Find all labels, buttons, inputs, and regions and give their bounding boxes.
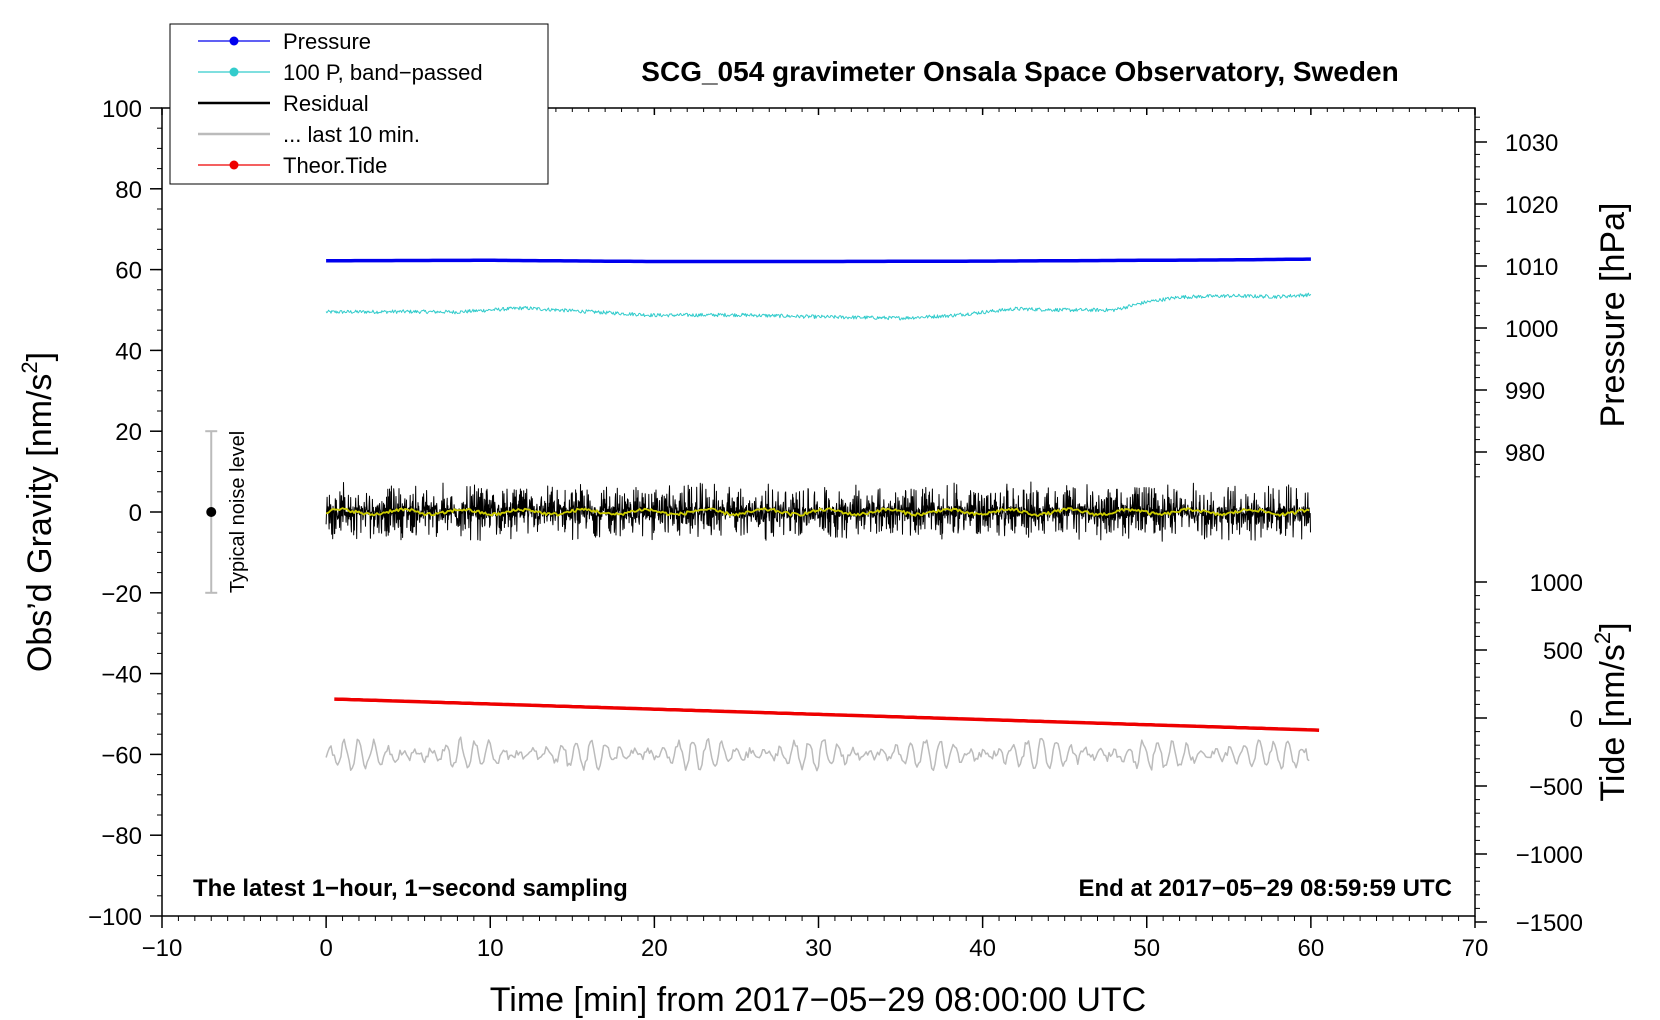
y-axis-label-gravity: Obs’d Gravity [nm/s2]: [17, 352, 59, 672]
note-sampling: The latest 1−hour, 1−second sampling: [193, 875, 628, 902]
y-tick-label: 100: [102, 96, 142, 123]
legend-label: Theor.Tide: [283, 153, 387, 178]
legend-label: Pressure: [283, 29, 371, 54]
y-tick-label: −40: [101, 662, 142, 689]
y-tick-label: 0: [129, 500, 142, 527]
tide-tick-label: 1000: [1530, 570, 1583, 597]
series-residual: [325, 481, 1311, 542]
legend: Pressure 100 P, band−passed Residual ... la…: [169, 23, 549, 185]
y-axis-label-gravity-sup: 2: [17, 361, 42, 373]
y-axis-label-tide-sup: 2: [1590, 632, 1615, 644]
tide-tick-label: −500: [1529, 774, 1583, 801]
pressure-tick-label: 1020: [1505, 192, 1558, 219]
y-axis-pressure: 1030 1020 1010 1000 990 980: [1475, 116, 1558, 478]
noise-bar-label: Typical noise level: [227, 431, 249, 593]
y-axis-tide: 1000 500 0 −500 −1000 −1500: [1475, 570, 1583, 937]
chart-title: SCG_054 gravimeter Onsala Space Observat…: [641, 56, 1398, 87]
tide-tick-label: 0: [1570, 706, 1583, 733]
y-tick-label: −60: [101, 742, 142, 769]
y-axis-gravity: 100 80 60 40 20 0 −20 −40 −60 −80 −100: [88, 96, 162, 931]
y-tick-label: 80: [115, 177, 142, 204]
x-tick-label: 70: [1462, 935, 1489, 962]
series-100-p-band-passed: [325, 292, 1312, 321]
y-tick-label: 20: [115, 419, 142, 446]
y-axis-label-gravity-main: Obs’d Gravity [nm/s: [21, 374, 59, 673]
x-axis-label: Time [min] from 2017−05−29 08:00:00 UTC: [490, 981, 1146, 1019]
x-tick-label: −10: [142, 935, 183, 962]
x-tick-label: 0: [319, 935, 332, 962]
x-tick-label: 50: [1133, 935, 1160, 962]
legend-swatch-marker: [229, 160, 239, 170]
series-residual-smoothed: [325, 507, 1310, 517]
y-axis-label-gravity-end: ]: [21, 352, 59, 361]
x-axis: −10 0 10 20 30 40 50 60 70: [142, 108, 1489, 962]
series-layer: [325, 257, 1320, 772]
x-tick-label: 40: [969, 935, 996, 962]
note-end-time: End at 2017−05−29 08:59:59 UTC: [1078, 875, 1452, 902]
y-tick-label: −80: [101, 823, 142, 850]
y-axis-label-tide-end: ]: [1594, 622, 1632, 631]
y-axis-label-tide-main: Tide [nm/s: [1594, 644, 1632, 801]
pressure-tick-label: 980: [1505, 440, 1545, 467]
legend-swatch-marker: [229, 67, 239, 77]
tide-tick-label: −1500: [1516, 910, 1583, 937]
legend-swatch-marker: [229, 36, 239, 46]
y-tick-label: 60: [115, 258, 142, 285]
x-tick-label: 60: [1298, 935, 1325, 962]
pressure-tick-label: 1000: [1505, 316, 1558, 343]
x-tick-label: 30: [805, 935, 832, 962]
x-tick-label: 10: [477, 935, 504, 962]
legend-label: ... last 10 min.: [283, 122, 420, 147]
y-axis-label-pressure: Pressure [hPa]: [1594, 203, 1632, 428]
pressure-tick-label: 990: [1505, 378, 1545, 405]
y-tick-label: −100: [88, 904, 142, 931]
y-tick-label: 40: [115, 338, 142, 365]
noise-bar-dot: [206, 507, 217, 517]
pressure-tick-label: 1010: [1505, 254, 1558, 281]
legend-label: 100 P, band−passed: [283, 60, 483, 85]
y-axis-label-tide: Tide [nm/s2]: [1590, 622, 1632, 801]
noise-level-bar: Typical noise level: [205, 430, 249, 594]
y-tick-label: −20: [101, 581, 142, 608]
series-pressure: [326, 257, 1311, 264]
tide-tick-label: −1000: [1516, 842, 1583, 869]
legend-label: Residual: [283, 91, 369, 116]
series-theor-tide: [334, 697, 1320, 732]
series--last-10-min: [325, 736, 1310, 772]
tide-tick-label: 500: [1543, 638, 1583, 665]
x-tick-label: 20: [641, 935, 668, 962]
pressure-tick-label: 1030: [1505, 130, 1558, 157]
